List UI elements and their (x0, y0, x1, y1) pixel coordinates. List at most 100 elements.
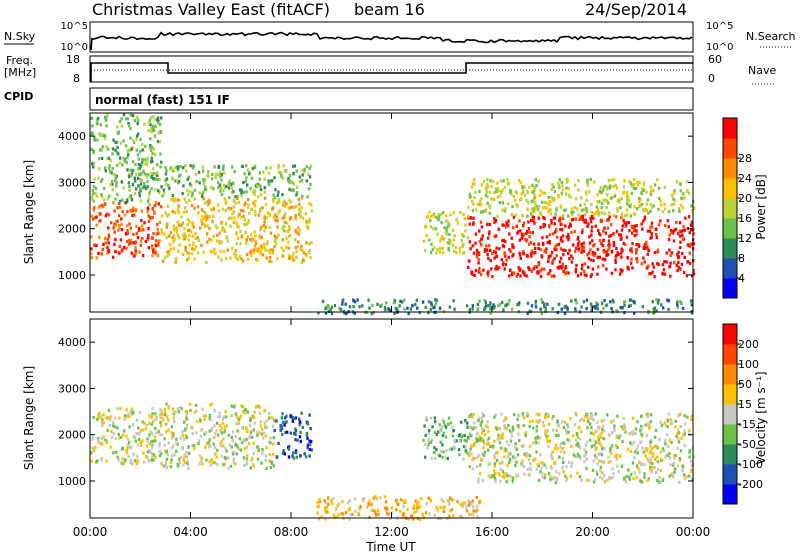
velocity-cell-1-93 (230, 445, 233, 449)
velocity-cell-1-198 (215, 462, 219, 466)
power-cell-5-206 (667, 225, 670, 229)
velocity-cell-4-307 (593, 443, 596, 447)
velocity-cell-4-526 (468, 465, 471, 469)
velocity-cell-1-304 (218, 424, 221, 428)
velocity-cell-0-81 (105, 459, 108, 463)
velocity-cell-4-293 (609, 476, 612, 480)
power-cell-0-39 (124, 201, 127, 205)
power-cell-1-200 (124, 144, 128, 148)
power-cell-5-268 (670, 231, 673, 235)
power-cell-0-132 (122, 245, 126, 249)
velocity-cell-1-251 (269, 441, 272, 445)
velocity-cell-4-254 (534, 438, 537, 442)
power-cell-7-190 (612, 300, 615, 304)
velocity-cell-4-239 (580, 417, 583, 421)
power-cell-7-87 (676, 305, 680, 309)
power-cell-5-284 (498, 265, 501, 269)
power-cell-5-529 (485, 248, 489, 252)
power-cell-7-8 (589, 302, 593, 306)
power-cell-2-423 (235, 253, 238, 257)
power-cell-6-71 (632, 178, 636, 182)
velocity-cell-4-675 (586, 426, 589, 430)
power-cell-0-139 (98, 204, 101, 208)
velocity-cell-2-14 (298, 423, 301, 427)
power-cell-2-384 (172, 228, 176, 232)
power-cell-3-187 (295, 193, 298, 197)
power-cell-7-10 (356, 298, 359, 302)
power-cell-5-478 (579, 216, 582, 221)
power-cell-5-360 (488, 232, 491, 236)
velocity-cell-1-230 (180, 407, 183, 411)
power-cell-5-349 (609, 233, 613, 237)
power-cell-3-136 (219, 189, 222, 193)
power-cell-2-274 (271, 207, 274, 211)
power-cell-7-151 (435, 298, 438, 302)
power-cell-5-548 (480, 225, 484, 229)
velocity-cell-2-23 (282, 449, 285, 453)
velocity-cell-4-403 (678, 413, 681, 417)
velocity-cell-4-39 (603, 429, 606, 433)
power-cell-6-86 (625, 201, 629, 205)
velocity-cell-1-154 (251, 456, 254, 460)
velocity-cell-4-578 (591, 468, 595, 472)
power-cell-5-14 (622, 218, 625, 223)
velocity-cell-2-55 (294, 429, 298, 433)
velocity-cell-0-96 (102, 435, 105, 439)
power-cell-1-26 (133, 191, 137, 196)
power-cell-3-78 (307, 187, 311, 191)
velocity-cell-1-112 (165, 466, 169, 470)
power-colorbar-tick-2: 12 (738, 232, 752, 245)
velocity-cell-1-23 (219, 441, 222, 446)
power-cell-1-190 (128, 196, 131, 200)
velocity-cell-4-595 (640, 480, 644, 484)
power-cell-7-118 (627, 304, 631, 308)
power-cell-6-291 (640, 190, 643, 195)
freq-unit-label: [MHz] (4, 66, 36, 79)
power-cell-5-177 (512, 215, 516, 219)
velocity-cell-5-134 (346, 501, 350, 505)
power-cell-5-538 (508, 248, 511, 252)
power-cell-6-290 (645, 190, 648, 194)
power-cell-2-185 (294, 246, 297, 250)
velocity-cell-4-54 (600, 431, 603, 435)
velocity-cell-4-337 (643, 463, 646, 467)
velocity-cell-4-144 (614, 444, 618, 448)
velocity-cell-4-522 (529, 462, 532, 466)
velocity-cell-0-64 (151, 432, 154, 436)
velocity-colorbar-seg-8 (723, 324, 737, 345)
power-cell-1-108 (126, 156, 129, 160)
velocity-cell-3-57 (458, 453, 461, 457)
power-cell-7-119 (593, 305, 596, 309)
power-cell-5-149 (581, 247, 584, 252)
velocity-cell-2-32 (306, 445, 309, 450)
velocity-cell-4-461 (676, 464, 680, 468)
power-cell-2-234 (191, 247, 194, 251)
velocity-cell-3-84 (457, 448, 461, 452)
power-cell-6-303 (646, 198, 650, 202)
power-cell-0-170 (151, 236, 154, 240)
power-cell-1-127 (137, 167, 140, 171)
power-cell-7-225 (324, 311, 328, 315)
velocity-cell-2-3 (304, 455, 308, 459)
power-cell-2-300 (205, 260, 208, 265)
velocity-cell-3-35 (437, 453, 440, 457)
velocity-cell-1-237 (164, 461, 168, 465)
freq-label: Freq. (6, 54, 33, 67)
power-cell-3-144 (240, 191, 243, 195)
velocity-cell-3-22 (442, 431, 446, 435)
power-cell-2-346 (297, 232, 300, 236)
velocity-cell-1-78 (215, 421, 219, 425)
velocity-cell-4-462 (690, 468, 693, 472)
power-ytick-2: 3000 (58, 176, 86, 189)
power-cell-3-117 (267, 179, 270, 183)
velocity-cell-4-245 (569, 474, 573, 478)
velocity-cell-0-156 (125, 408, 128, 412)
velocity-cell-3-51 (447, 416, 451, 420)
power-cell-0-168 (130, 209, 133, 214)
velocity-cell-4-354 (677, 440, 681, 444)
power-cell-5-359 (590, 214, 594, 219)
power-cell-2-356 (259, 249, 262, 254)
velocity-cell-4-398 (664, 438, 667, 442)
velocity-cell-5-90 (326, 510, 330, 514)
power-cell-1-219 (142, 169, 145, 173)
